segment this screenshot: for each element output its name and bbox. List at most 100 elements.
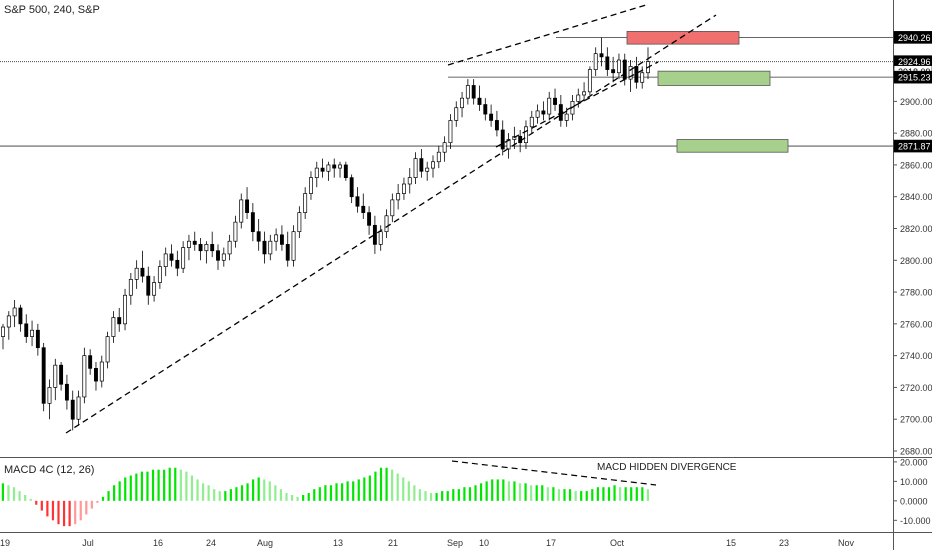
- candle-body: [599, 53, 604, 58]
- macd-bar: [374, 471, 377, 501]
- macd-bar: [363, 477, 366, 501]
- candle-body: [233, 221, 238, 242]
- candle-body: [175, 259, 180, 269]
- macd-bar: [418, 489, 422, 501]
- trendline: [447, 4, 647, 66]
- price-tick-label: 2860.00: [900, 160, 932, 170]
- macd-bar: [57, 500, 60, 525]
- macd-bar: [491, 479, 494, 501]
- price-label-tag: 2871.87: [893, 139, 932, 153]
- macd-bar: [51, 500, 55, 521]
- candle-body: [396, 193, 401, 201]
- candle-body: [245, 199, 250, 213]
- macd-bar: [235, 487, 238, 501]
- candle-body: [524, 126, 528, 144]
- macd-bar: [513, 481, 516, 501]
- macd-bar: [12, 487, 16, 501]
- candle-body: [349, 177, 354, 198]
- macd-bar: [646, 489, 649, 501]
- candle-body: [152, 282, 157, 296]
- macd-bar: [224, 491, 227, 501]
- price-tick-label: 2740.00: [900, 351, 932, 361]
- macd-bar: [596, 487, 599, 501]
- macd-bar: [190, 475, 194, 501]
- candle-body: [94, 368, 98, 382]
- macd-bar: [568, 489, 572, 501]
- candle-body: [128, 279, 133, 296]
- price-tick-label: 2700.00: [900, 415, 932, 425]
- time-tick-label: Jul: [82, 538, 94, 548]
- macd-bar: [407, 481, 410, 501]
- candle-body: [593, 53, 598, 70]
- price-tick-label: 2760.00: [900, 319, 932, 329]
- candle-body: [309, 177, 313, 194]
- candle-body: [227, 240, 232, 255]
- candle-body: [605, 56, 610, 70]
- candle-body: [250, 212, 255, 233]
- time-tick-label: Oct: [610, 538, 625, 548]
- macd-bar: [196, 479, 199, 501]
- candle-body: [343, 164, 348, 178]
- macd-bar: [118, 481, 121, 501]
- macd-bar: [96, 500, 99, 503]
- macd-bar: [79, 500, 82, 521]
- candle-body: [634, 66, 639, 83]
- time-tick-label: 15: [726, 538, 736, 548]
- candle-body: [134, 267, 139, 280]
- candle-body: [35, 329, 40, 349]
- candle-body: [465, 85, 470, 99]
- candle-body: [489, 113, 494, 121]
- candle-body: [262, 240, 267, 255]
- macd-bar: [585, 491, 588, 501]
- macd-bar: [435, 493, 438, 501]
- macd-bar: [335, 483, 338, 501]
- price-label-bg: [893, 31, 932, 44]
- macd-bar: [213, 489, 216, 501]
- candle-body: [274, 234, 279, 242]
- macd-tick-label: 20.000: [900, 457, 928, 467]
- candle-body: [372, 224, 377, 245]
- time-tick-label: 19: [0, 538, 10, 548]
- candle-body: [576, 94, 581, 102]
- macd-bar: [296, 496, 299, 501]
- candle-body: [256, 231, 261, 242]
- macd-bar: [135, 473, 138, 501]
- macd-bar: [329, 485, 333, 501]
- candle-body: [140, 267, 145, 277]
- macd-bar: [90, 500, 93, 509]
- macd-bar: [352, 481, 355, 501]
- macd-bar: [101, 496, 105, 501]
- macd-bar: [151, 469, 155, 501]
- candle-body: [460, 97, 465, 109]
- macd-bar: [507, 481, 510, 501]
- macd-bar: [624, 487, 627, 501]
- macd-bar: [541, 485, 544, 501]
- candle-body: [53, 364, 58, 388]
- macd-bar: [602, 487, 605, 501]
- macd-bar: [630, 487, 633, 501]
- price-label-bg: [893, 70, 932, 84]
- macd-bar: [324, 485, 327, 501]
- candle-body: [401, 183, 406, 194]
- macd-bar: [641, 487, 644, 501]
- macd-bar: [518, 483, 522, 501]
- macd-bar: [574, 491, 577, 501]
- candle-body: [1, 326, 5, 337]
- candle-body: [210, 244, 215, 252]
- macd-bar: [318, 487, 321, 501]
- macd-bar: [268, 481, 271, 501]
- candle-body: [82, 355, 87, 398]
- candle-body: [6, 315, 11, 328]
- candle-body: [30, 329, 35, 337]
- candle-body: [367, 212, 372, 226]
- macd-bar: [168, 467, 171, 501]
- macd-bar: [46, 500, 49, 517]
- macd-bar: [218, 491, 221, 501]
- macd-bar: [129, 475, 132, 501]
- price-label-tag: 2915.23: [893, 70, 932, 84]
- candle-body: [18, 307, 23, 325]
- candle-body: [361, 205, 366, 213]
- macd-bar: [7, 485, 10, 501]
- macd-bar: [457, 489, 460, 501]
- macd-tick-label: 0.0000: [900, 496, 928, 506]
